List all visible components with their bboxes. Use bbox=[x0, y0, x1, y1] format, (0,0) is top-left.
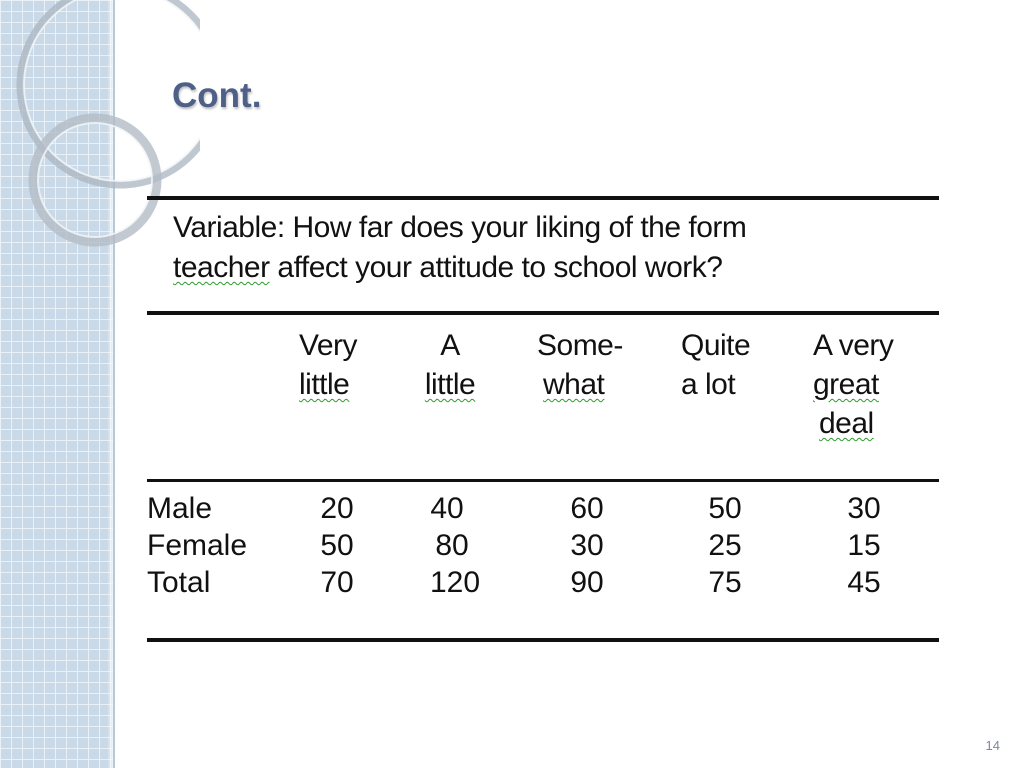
decorative-rings bbox=[16, 0, 200, 247]
table-rule-body bbox=[147, 479, 939, 482]
slide-title: Cont. bbox=[172, 76, 262, 115]
column-header-very-little: Very little bbox=[299, 329, 358, 401]
table-cell: 90 bbox=[570, 566, 604, 599]
table-rule-header bbox=[147, 311, 939, 315]
table-cell: 80 bbox=[435, 529, 469, 562]
table-cell: 120 bbox=[429, 566, 481, 599]
table-cell: 25 bbox=[708, 529, 742, 562]
variable-line-2-word: teacher bbox=[173, 251, 270, 284]
table-rule-bottom bbox=[147, 638, 939, 642]
table-cell: 60 bbox=[570, 492, 604, 525]
row-label-male: Male bbox=[147, 492, 213, 525]
column-header-quite-a-lot: Quite a lot bbox=[681, 329, 751, 401]
table-cell: 30 bbox=[570, 529, 604, 562]
table-cell: 20 bbox=[320, 492, 354, 525]
table-cell: 50 bbox=[320, 529, 354, 562]
table-cell: 30 bbox=[847, 492, 881, 525]
table-rule-top bbox=[147, 196, 939, 200]
row-label-total: Total bbox=[147, 566, 211, 599]
column-header-a-little: A little bbox=[424, 329, 476, 401]
page-number: 14 bbox=[985, 738, 1000, 753]
survey-table: Variable: How far does your liking of th… bbox=[147, 194, 939, 646]
table-cell: 40 bbox=[430, 492, 464, 525]
table-cell: 75 bbox=[708, 566, 742, 599]
column-header-a-very-great-deal: A very great deal bbox=[813, 329, 894, 440]
table-cell: 70 bbox=[320, 566, 354, 599]
variable-line-2-rest: affect your attitude to school work? bbox=[269, 251, 723, 284]
table-cell: 15 bbox=[847, 529, 881, 562]
variable-description: Variable: How far does your liking of th… bbox=[173, 208, 747, 288]
row-label-female: Female bbox=[147, 529, 248, 562]
column-header-somewhat: Some- what bbox=[537, 329, 623, 401]
table-cell: 45 bbox=[847, 566, 881, 599]
variable-line-1: Variable: How far does your liking of th… bbox=[173, 211, 747, 244]
table-cell: 50 bbox=[708, 492, 742, 525]
